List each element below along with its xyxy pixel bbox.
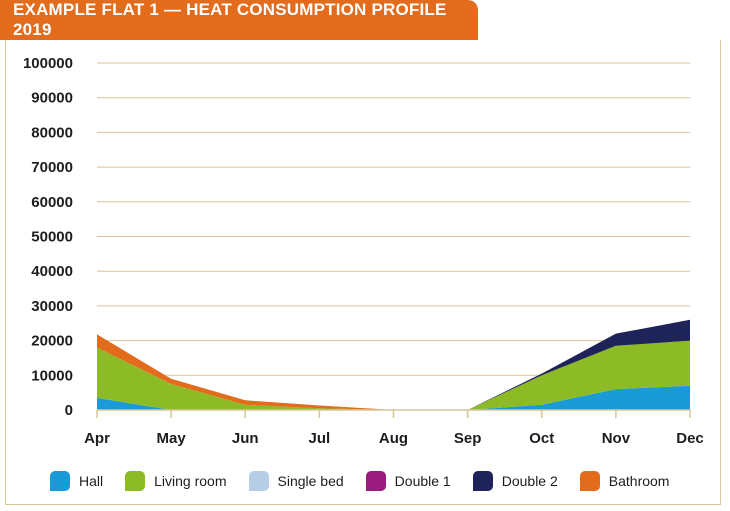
legend-swatch [472,471,493,491]
area-hall [97,385,690,410]
y-tick-label: 50000 [31,229,73,246]
legend-item-living-room: Living room [125,471,227,491]
legend-item-hall: Hall [50,471,103,491]
stacked-areas [97,319,690,410]
legend-label: Living room [154,473,227,489]
y-tick-label: 40000 [31,263,73,280]
x-axis-ticks: Apr May Jun Jul Aug Sep Oct Nov Dec [84,430,704,447]
x-tick-label: Jun [232,430,259,447]
legend-label: Single bed [277,473,344,489]
y-tick-label: 0 [65,402,73,419]
legend-item-double-2: Double 2 [472,471,558,491]
legend: Hall Living room Single bed Double 1 Double … [50,466,710,496]
gridlines [97,62,690,376]
y-tick-label: 100000 [23,55,73,72]
y-tick-label: 70000 [31,159,73,176]
legend-swatch [579,471,600,491]
y-tick-label: 20000 [31,333,73,350]
y-tick-label: 60000 [31,194,73,211]
legend-swatch [248,471,269,491]
x-tick-label: Jul [309,430,331,447]
x-tick-label: Dec [676,430,704,447]
chart-frame [5,40,721,505]
x-tick-label: Oct [529,430,554,447]
x-tick-label: Nov [602,430,631,447]
legend-label: Double 1 [394,473,451,489]
y-tick-label: 30000 [31,298,73,315]
legend-item-bathroom: Bathroom [579,471,670,491]
legend-item-single-bed: Single bed [248,471,344,491]
legend-label: Double 2 [501,473,558,489]
y-tick-label: 90000 [31,90,73,107]
x-axis [96,409,691,418]
x-tick-label: Apr [84,430,110,447]
x-tick-label: Sep [454,430,482,447]
legend-swatch [125,471,146,491]
x-tick-label: May [157,430,187,447]
y-tick-label: 80000 [31,124,73,141]
y-tick-label: 10000 [31,367,73,384]
y-axis-ticks: 0 10000 20000 30000 40000 50000 60000 70000 8000… [23,55,73,419]
legend-item-double-1: Double 1 [365,471,451,491]
legend-swatch [50,471,70,491]
legend-label: Bathroom [608,473,670,489]
legend-label: Hall [79,473,104,489]
legend-swatch [365,471,386,491]
x-tick-label: Aug [379,430,408,447]
area-living-room [97,340,690,410]
chart-title: EXAMPLE FLAT 1 — HEAT CONSUMPTION PROFIL… [0,0,478,40]
